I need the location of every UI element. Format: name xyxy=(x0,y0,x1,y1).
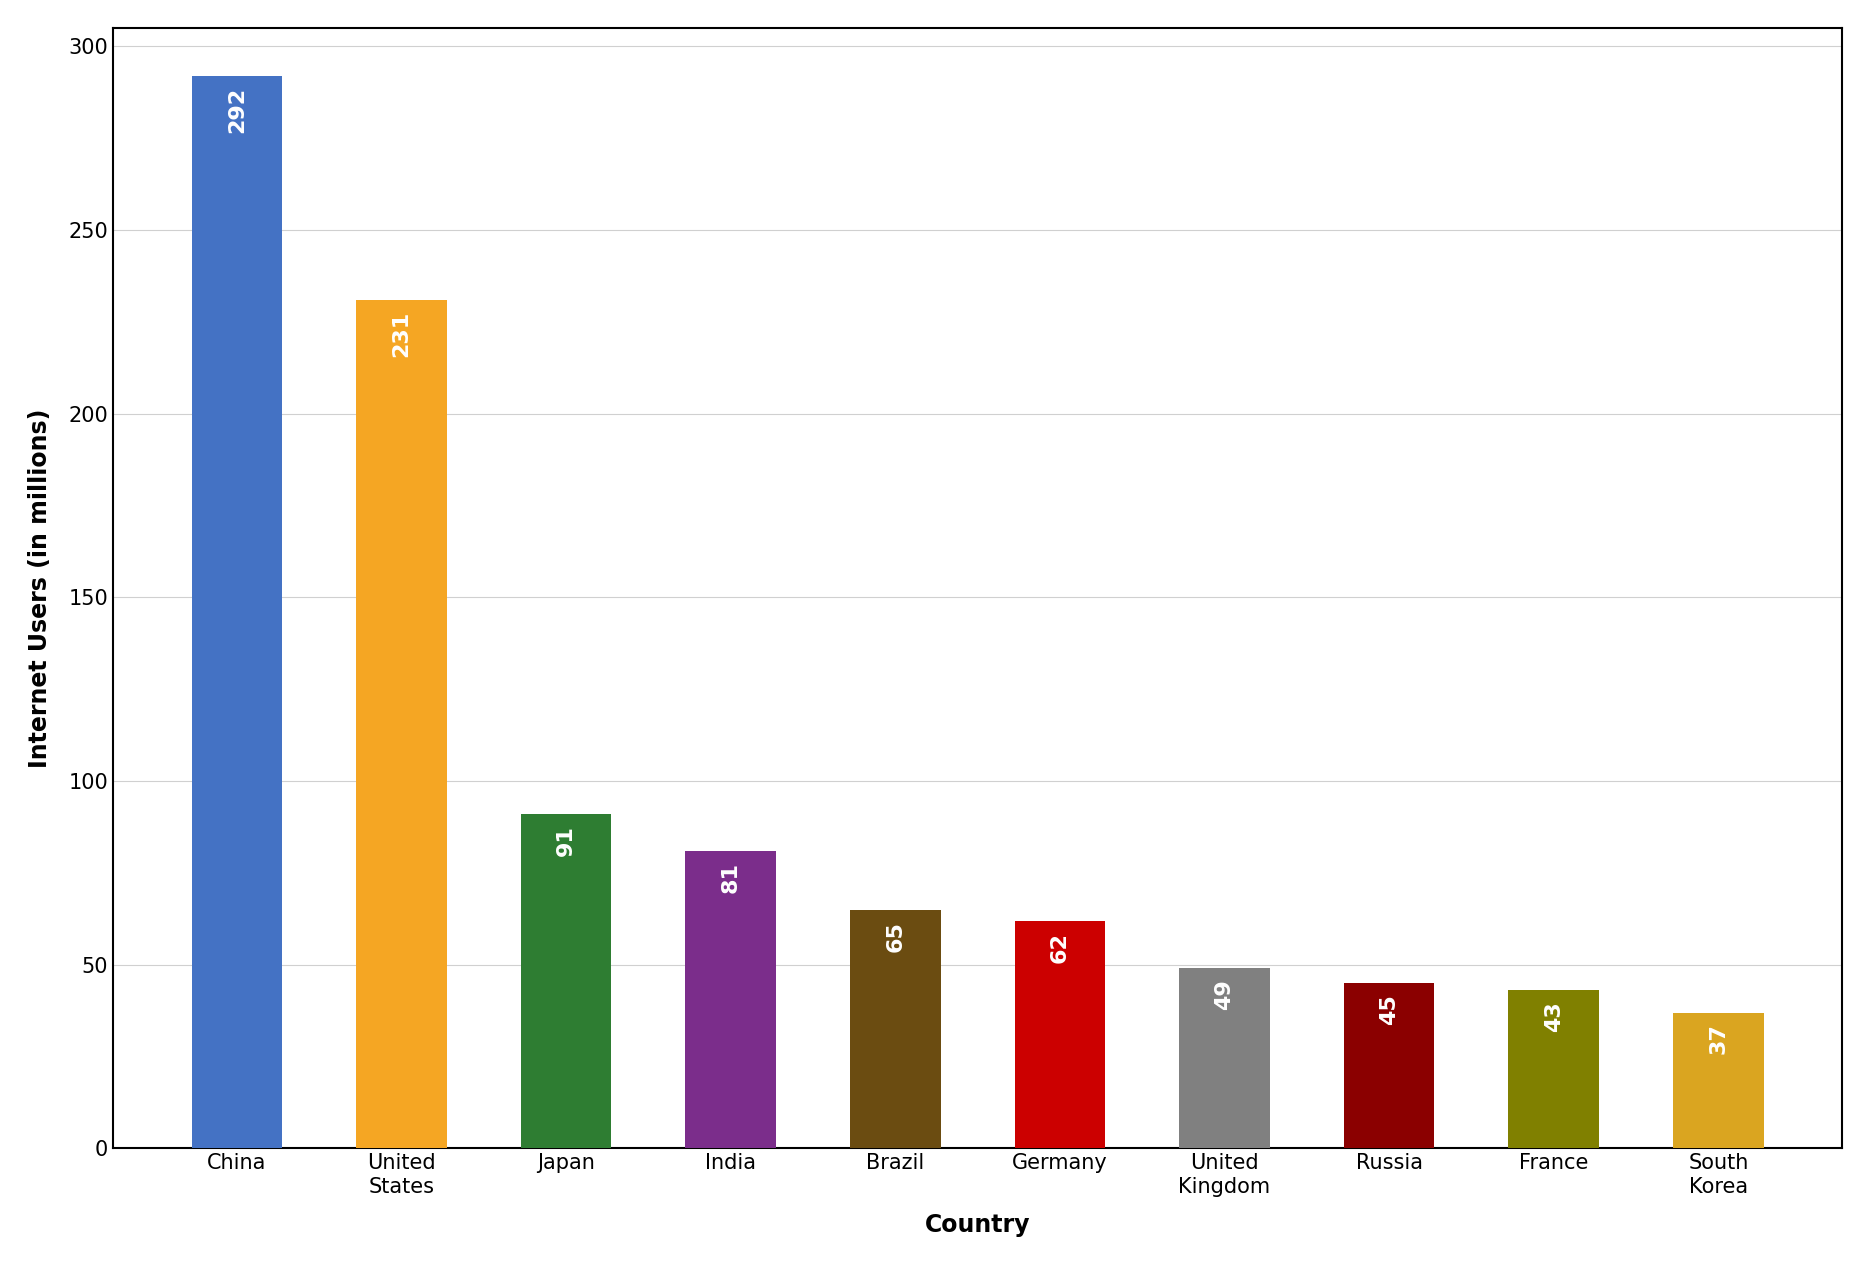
Text: 49: 49 xyxy=(1214,979,1234,1011)
Bar xyxy=(1180,969,1270,1149)
Bar xyxy=(1509,990,1599,1149)
Bar xyxy=(522,815,611,1149)
Text: 65: 65 xyxy=(885,921,905,951)
Bar xyxy=(851,910,941,1149)
Text: 62: 62 xyxy=(1049,932,1070,963)
Bar xyxy=(1015,921,1105,1149)
Bar xyxy=(1674,1012,1763,1149)
Text: 292: 292 xyxy=(226,86,247,133)
Text: 45: 45 xyxy=(1380,994,1399,1025)
Text: 231: 231 xyxy=(391,311,411,357)
Y-axis label: Internet Users (in millions): Internet Users (in millions) xyxy=(28,409,52,768)
Text: 37: 37 xyxy=(1709,1023,1728,1055)
Bar xyxy=(191,76,282,1149)
Text: 81: 81 xyxy=(720,861,741,893)
Text: 91: 91 xyxy=(555,825,576,856)
Bar xyxy=(686,851,776,1149)
Bar xyxy=(357,300,447,1149)
Text: 43: 43 xyxy=(1545,1002,1563,1032)
X-axis label: Country: Country xyxy=(926,1213,1030,1237)
Bar xyxy=(1345,983,1434,1149)
